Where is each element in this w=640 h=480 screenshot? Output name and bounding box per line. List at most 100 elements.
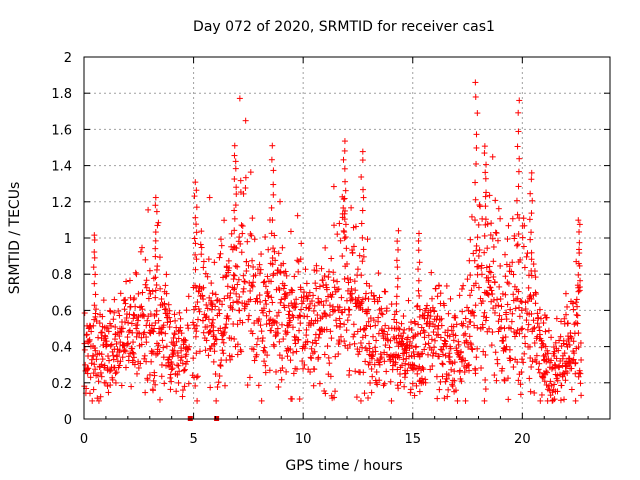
data-point <box>459 308 466 315</box>
data-point <box>98 361 105 368</box>
data-point <box>102 335 109 342</box>
data-point <box>263 301 270 308</box>
data-point <box>344 287 351 294</box>
data-point <box>343 327 350 334</box>
data-point <box>158 296 165 303</box>
data-point <box>473 354 480 361</box>
data-point <box>568 386 575 393</box>
data-point <box>413 382 420 389</box>
data-point <box>266 367 273 374</box>
data-point <box>289 395 296 402</box>
data-point <box>208 306 215 313</box>
data-point <box>234 351 241 358</box>
data-point <box>436 282 443 289</box>
data-point <box>308 355 315 362</box>
data-point <box>368 389 375 396</box>
data-point <box>206 294 213 301</box>
data-point <box>352 287 359 294</box>
data-point <box>246 312 253 319</box>
data-point <box>531 389 538 396</box>
data-point <box>279 244 286 251</box>
data-point <box>438 346 445 353</box>
data-point <box>514 327 521 334</box>
data-point <box>491 372 498 379</box>
data-point <box>543 314 550 321</box>
data-point <box>95 397 102 404</box>
data-point <box>323 286 330 293</box>
data-point <box>508 318 515 325</box>
data-point <box>554 377 561 384</box>
data-point <box>231 207 238 214</box>
data-point <box>507 355 514 362</box>
data-point <box>443 375 450 382</box>
data-point <box>359 258 366 265</box>
data-point <box>233 290 240 297</box>
data-point <box>342 178 349 185</box>
data-point <box>142 389 149 396</box>
data-point <box>445 310 452 317</box>
data-point <box>228 230 235 237</box>
data-point <box>363 290 370 297</box>
data-point <box>417 330 424 337</box>
data-point <box>113 340 120 347</box>
data-point <box>262 362 269 369</box>
data-point <box>303 332 310 339</box>
data-point <box>143 334 150 341</box>
data-point <box>452 332 459 339</box>
data-point <box>171 347 178 354</box>
data-point <box>552 339 559 346</box>
data-point <box>471 217 478 224</box>
data-point <box>487 231 494 238</box>
data-point <box>296 396 303 403</box>
data-point <box>192 303 199 310</box>
data-point <box>211 259 218 266</box>
data-point <box>281 304 288 311</box>
data-point <box>241 278 248 285</box>
data-point <box>394 264 401 271</box>
data-point <box>394 275 401 282</box>
data-point <box>449 383 456 390</box>
data-point <box>103 342 110 349</box>
data-point <box>434 293 441 300</box>
data-point <box>475 284 482 291</box>
data-point <box>424 351 431 358</box>
data-point <box>415 237 422 244</box>
data-point <box>82 361 89 368</box>
data-point <box>242 117 249 124</box>
data-point <box>212 336 219 343</box>
data-point <box>489 329 496 336</box>
data-point <box>422 379 429 386</box>
data-point <box>498 316 505 323</box>
data-point <box>280 336 287 343</box>
data-point <box>268 204 275 211</box>
data-point <box>333 322 340 329</box>
data-point <box>138 341 145 348</box>
data-point <box>348 285 355 292</box>
data-point <box>359 157 366 164</box>
data-point <box>129 349 136 356</box>
data-point <box>289 287 296 294</box>
data-point <box>544 369 551 376</box>
data-point <box>448 327 455 334</box>
data-point <box>253 341 260 348</box>
data-point <box>527 190 534 197</box>
data-point <box>548 334 555 341</box>
data-point <box>370 292 377 299</box>
data-point <box>539 373 546 380</box>
data-point <box>427 366 434 373</box>
data-point <box>346 306 353 313</box>
data-point <box>196 348 203 355</box>
data-point <box>556 364 563 371</box>
data-point <box>476 246 483 253</box>
data-point <box>263 312 270 319</box>
data-point <box>456 292 463 299</box>
data-point <box>528 210 535 217</box>
data-point <box>260 347 267 354</box>
data-point <box>150 377 157 384</box>
data-point <box>223 321 230 328</box>
data-point <box>536 306 543 313</box>
data-point <box>306 305 313 312</box>
data-point <box>256 270 263 277</box>
data-point <box>416 292 423 299</box>
